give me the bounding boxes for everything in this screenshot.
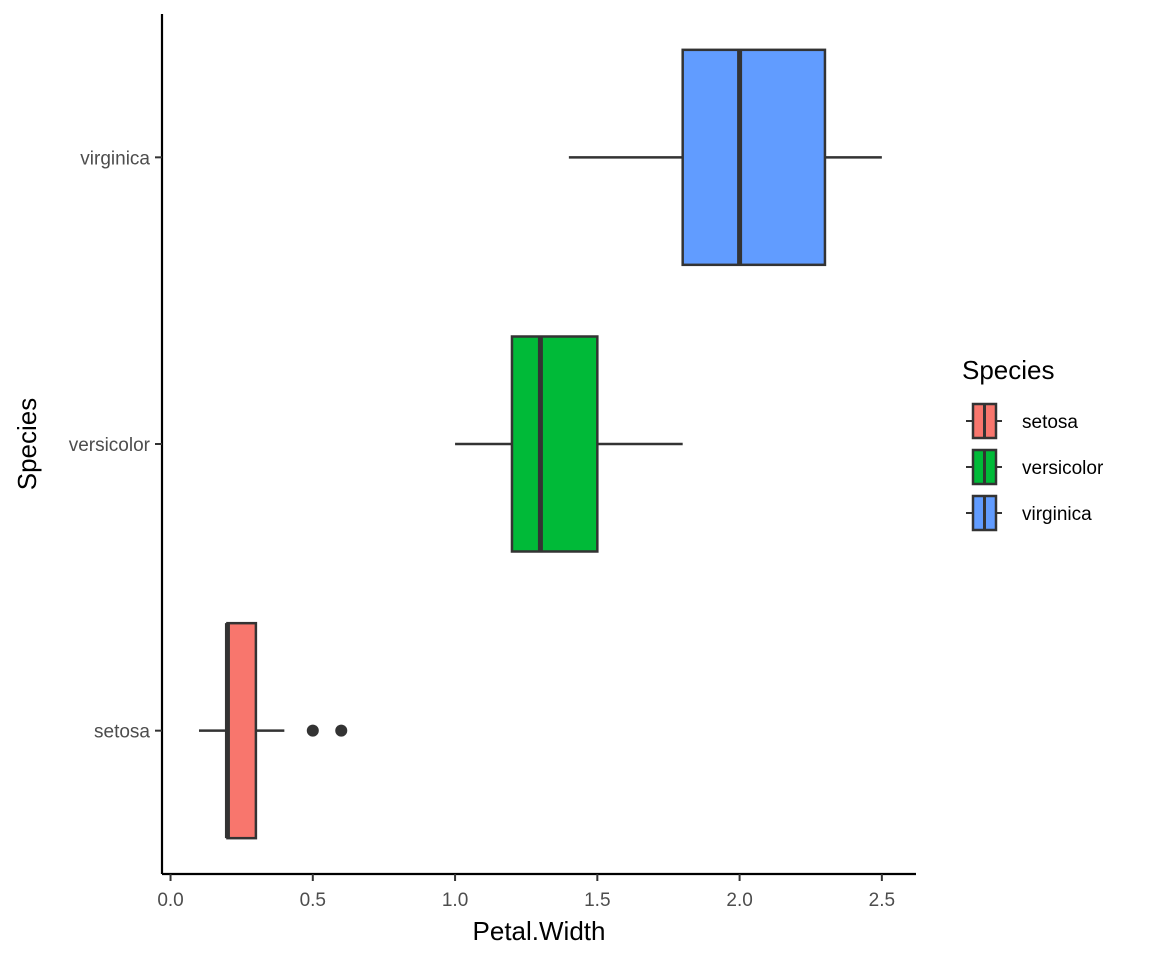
y-tick-label: virginica xyxy=(80,148,150,169)
y-axis-title: Species xyxy=(12,398,42,491)
x-axis-title: Petal.Width xyxy=(473,916,606,946)
legend-item-setosa: setosa xyxy=(966,402,1078,440)
y-tick-label: versicolor xyxy=(69,435,151,456)
legend-label: virginica xyxy=(1022,504,1092,525)
outlier-point xyxy=(335,724,348,737)
x-tick-label: 2.0 xyxy=(726,890,752,911)
x-tick-label: 0.0 xyxy=(157,890,183,911)
legend-title: Species xyxy=(962,355,1055,385)
x-axis-ticks: 0.0 0.5 1.0 1.5 2.0 2.5 xyxy=(157,874,895,911)
box-versicolor xyxy=(455,335,683,553)
box-body xyxy=(510,335,599,553)
legend-label: setosa xyxy=(1022,412,1078,433)
box-setosa xyxy=(198,621,348,840)
y-tick-label: setosa xyxy=(94,722,150,743)
legend: Species setosa versicolor virginica xyxy=(962,355,1104,532)
legend-item-versicolor: versicolor xyxy=(966,448,1104,486)
x-tick-label: 2.5 xyxy=(869,890,895,911)
outlier-point xyxy=(306,724,319,737)
legend-label: versicolor xyxy=(1022,458,1104,479)
box-body xyxy=(681,48,827,267)
legend-item-virginica: virginica xyxy=(966,494,1092,532)
box-virginica xyxy=(568,48,882,267)
x-tick-label: 0.5 xyxy=(300,890,326,911)
y-axis-ticks: setosa versicolor virginica xyxy=(69,148,162,743)
x-tick-label: 1.0 xyxy=(442,890,468,911)
plot-area xyxy=(198,48,882,840)
x-tick-label: 1.5 xyxy=(584,890,610,911)
box-body xyxy=(226,621,258,840)
